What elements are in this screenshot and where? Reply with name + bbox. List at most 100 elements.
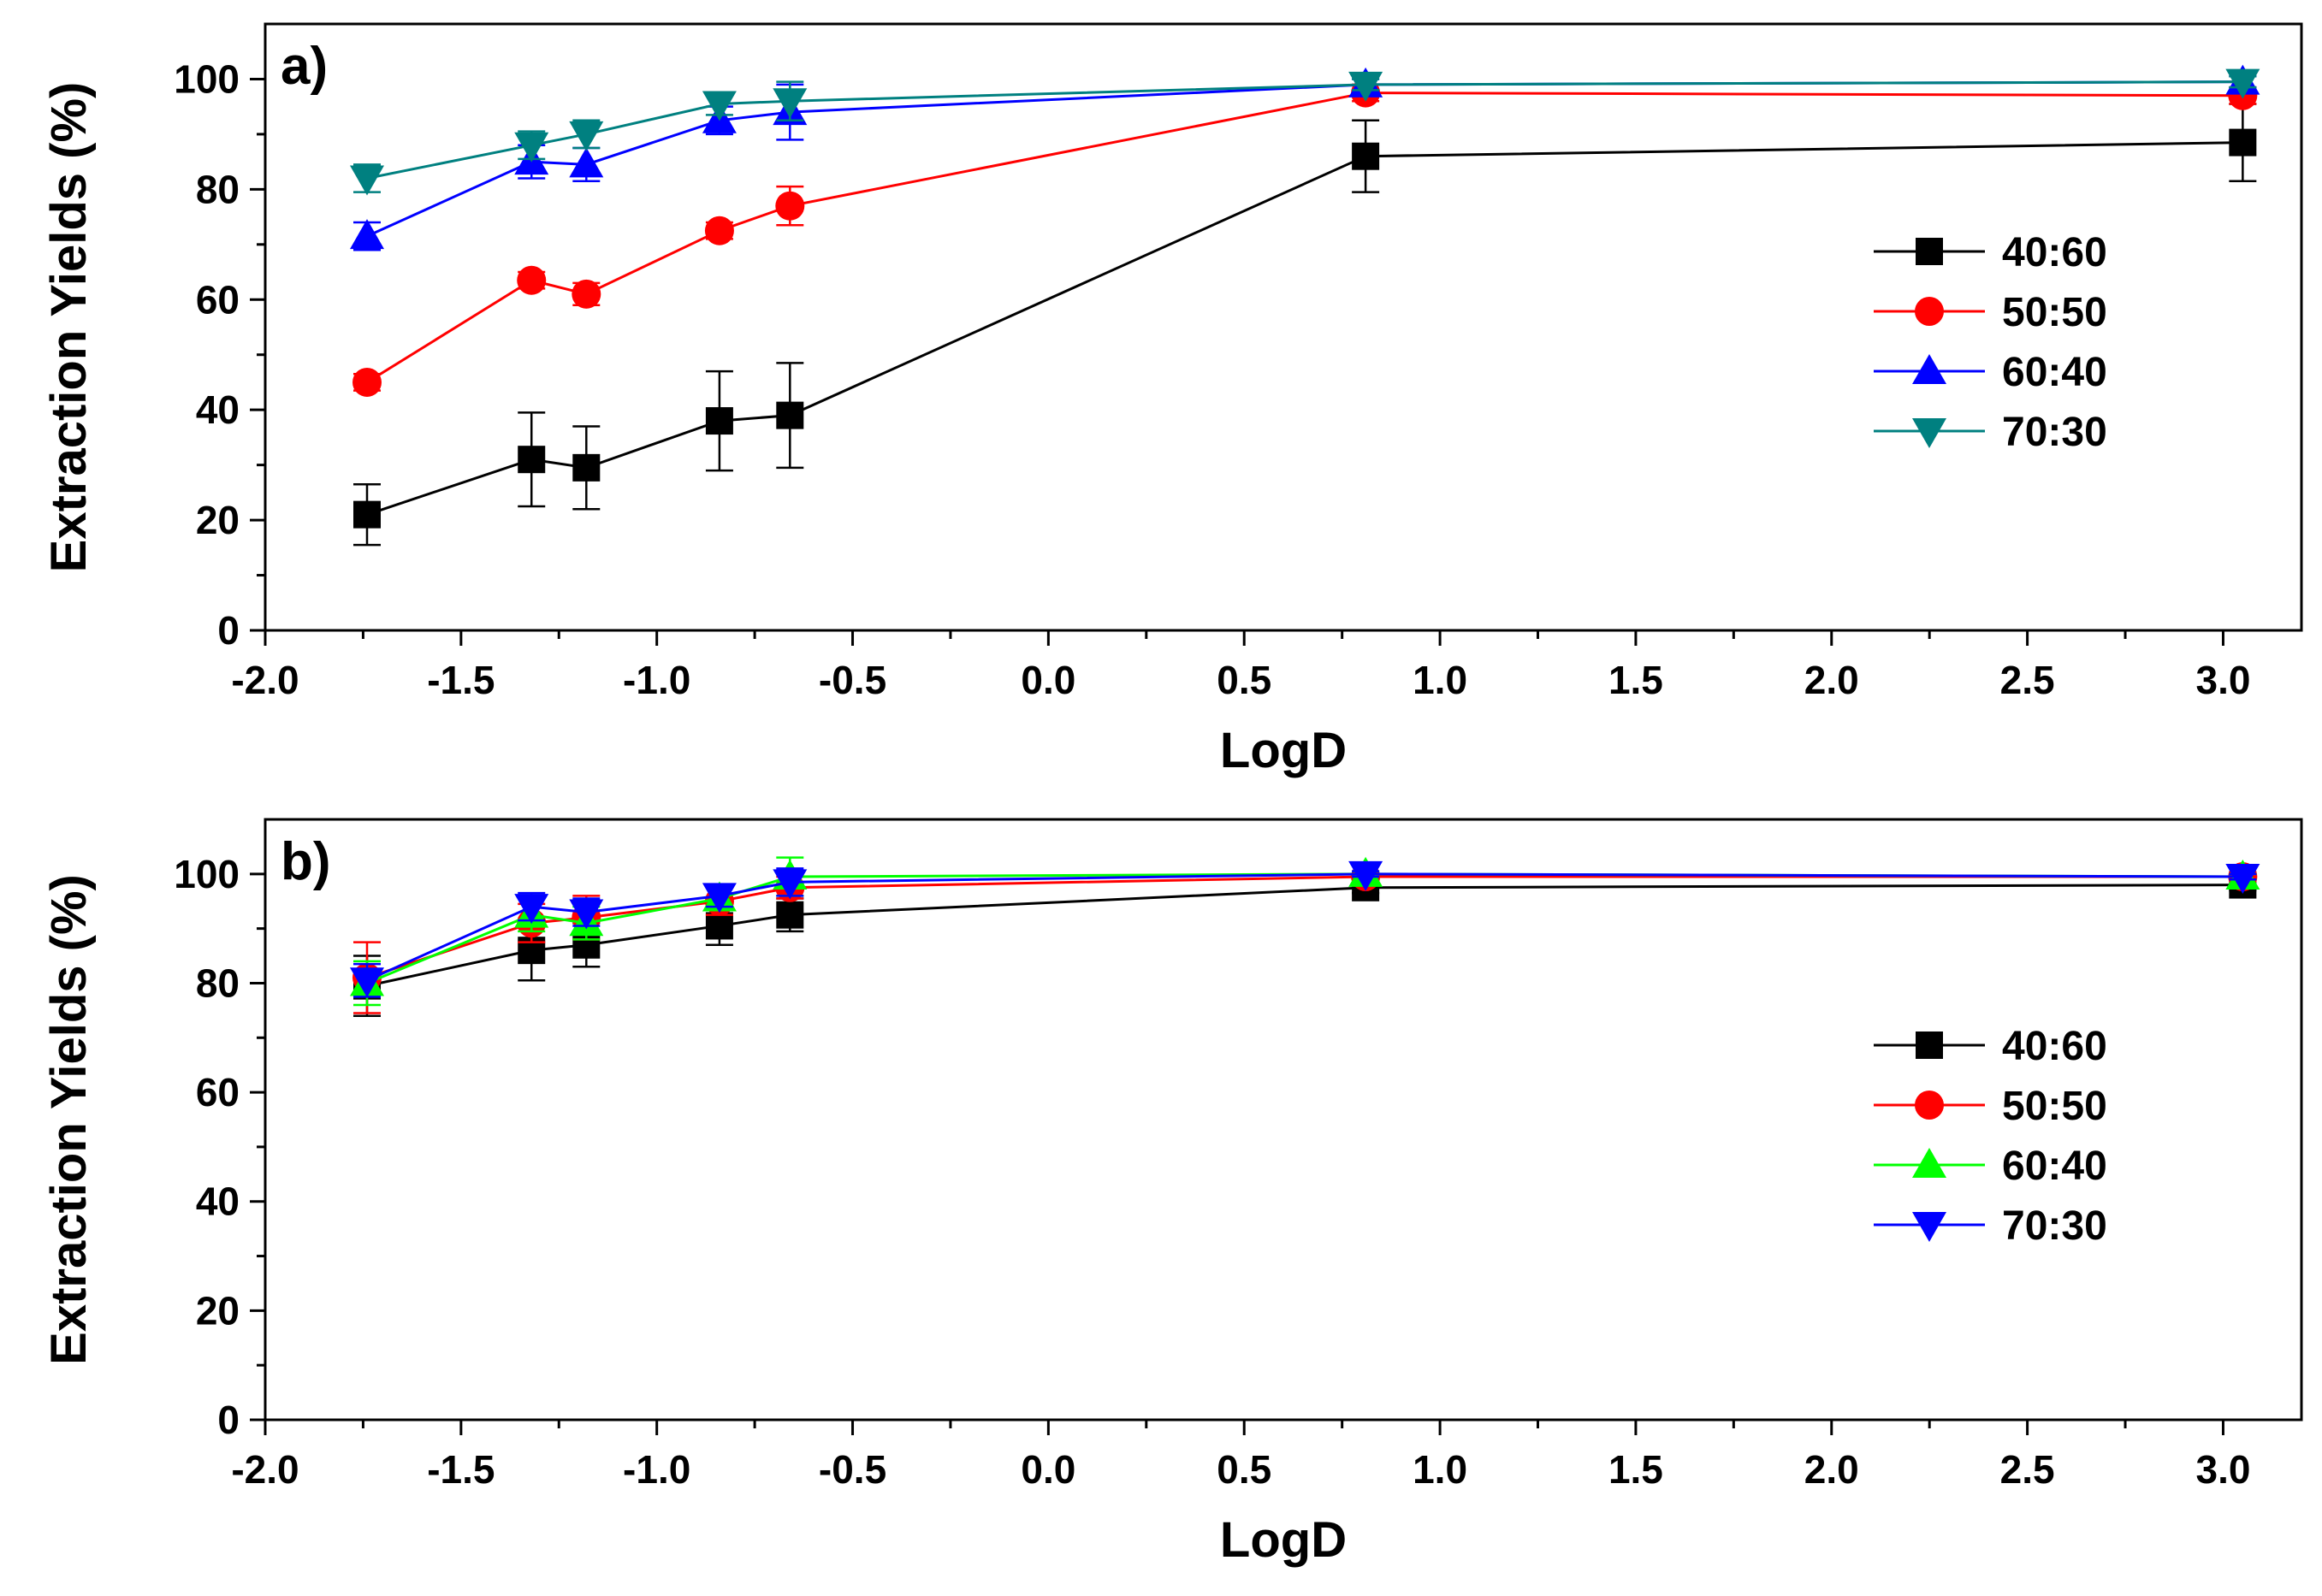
data-point xyxy=(572,279,601,309)
data-point xyxy=(514,132,549,163)
x-tick-label: -2.0 xyxy=(231,1447,299,1492)
data-point xyxy=(350,165,384,196)
series-0 xyxy=(353,103,2257,547)
x-tick-label: 0.0 xyxy=(1021,658,1075,702)
data-point xyxy=(353,500,381,529)
data-point xyxy=(514,894,549,925)
y-tick-label: 100 xyxy=(174,56,240,101)
x-axis-title: LogD xyxy=(1220,723,1347,778)
x-tick-label: 1.5 xyxy=(1608,1447,1663,1492)
x-tick-label: 1.0 xyxy=(1413,658,1467,702)
data-point xyxy=(518,446,546,474)
y-tick-label: 60 xyxy=(196,277,240,322)
series-1 xyxy=(352,78,2258,397)
legend-label: 70:30 xyxy=(2002,1203,2107,1249)
data-point xyxy=(569,899,604,930)
x-tick-label: 1.0 xyxy=(1413,1447,1467,1492)
legend-entry: 40:60 xyxy=(1874,1024,2107,1069)
x-tick-label: 0.5 xyxy=(1217,1447,1271,1492)
data-point xyxy=(1352,142,1380,170)
data-point xyxy=(350,219,384,250)
legend-label: 70:30 xyxy=(2002,410,2107,455)
y-tick-label: 40 xyxy=(196,387,240,432)
y-tick-label: 80 xyxy=(196,167,240,211)
series-2 xyxy=(350,64,2260,251)
y-tick-label: 20 xyxy=(196,498,240,542)
legend-marker xyxy=(1915,1091,1944,1120)
legend-marker xyxy=(1912,1148,1946,1178)
data-point xyxy=(569,147,604,178)
x-tick-label: 2.0 xyxy=(1804,1447,1859,1492)
data-point xyxy=(702,91,737,121)
x-tick-label: -1.5 xyxy=(427,1447,495,1492)
x-tick-label: -0.5 xyxy=(819,1447,886,1492)
series-3 xyxy=(350,860,2260,998)
legend-label: 60:40 xyxy=(2002,350,2107,395)
legend-entry: 60:40 xyxy=(1874,350,2107,395)
legend-label: 50:50 xyxy=(2002,290,2107,335)
legend-entry: 50:50 xyxy=(1874,1084,2107,1129)
data-point xyxy=(1348,860,1383,891)
y-axis-title: Extraction Yields (%) xyxy=(41,874,97,1365)
legend-entry: 40:60 xyxy=(1874,230,2107,275)
y-tick-label: 0 xyxy=(217,1398,240,1442)
series-3 xyxy=(350,68,2260,196)
x-tick-label: 3.0 xyxy=(2195,1447,2250,1492)
chart-panel-b: -2.0 -1.5 -1.0 -0.5 0.0 0.5 1.0 1.5 2.0 2.5 3.0 0 20… xyxy=(41,818,2303,1568)
data-point xyxy=(705,407,733,435)
y-axis-title: Extraction Yields (%) xyxy=(41,82,97,573)
data-point xyxy=(2225,68,2260,99)
legend-marker xyxy=(1916,1031,1943,1059)
y-tick-label: 40 xyxy=(196,1179,240,1224)
y-tick-label: 0 xyxy=(217,608,240,653)
data-point xyxy=(776,401,804,429)
x-tick-label: 2.0 xyxy=(1804,658,1859,702)
legend-entry: 70:30 xyxy=(1874,1203,2107,1249)
legend-marker xyxy=(1912,1212,1946,1242)
legend-label: 60:40 xyxy=(2002,1144,2107,1189)
data-point xyxy=(352,367,382,397)
y-tick-label: 60 xyxy=(196,1070,240,1114)
legend-entry: 70:30 xyxy=(1874,410,2107,455)
series-line xyxy=(366,92,2243,384)
data-point xyxy=(776,901,804,929)
legend-label: 50:50 xyxy=(2002,1084,2107,1129)
data-point xyxy=(702,883,737,913)
data-point xyxy=(1348,71,1383,102)
data-point xyxy=(773,88,808,119)
data-point xyxy=(350,967,384,998)
data-point xyxy=(705,912,733,940)
legend-label: 40:60 xyxy=(2002,1024,2107,1069)
series-line xyxy=(366,875,2243,979)
legend-marker xyxy=(1915,297,1944,326)
x-tick-label: 3.0 xyxy=(2195,658,2250,702)
data-point xyxy=(517,265,547,295)
legend-entry: 50:50 xyxy=(1874,290,2107,335)
series-0 xyxy=(353,871,2257,1017)
panel-label: b) xyxy=(281,832,331,891)
y-tick-label: 80 xyxy=(196,961,240,1005)
series-line xyxy=(366,80,2243,180)
data-point xyxy=(569,121,604,151)
data-point xyxy=(2229,128,2257,157)
plot-frame xyxy=(264,818,2303,1422)
legend-marker xyxy=(1912,418,1946,448)
plot-frame xyxy=(264,22,2303,632)
series-line xyxy=(366,141,2243,517)
x-tick-label: -2.0 xyxy=(231,658,299,702)
x-tick-label: 2.5 xyxy=(2000,658,2055,702)
x-tick-label: 2.5 xyxy=(2000,1447,2055,1492)
x-axis-title: LogD xyxy=(1220,1512,1347,1568)
data-point xyxy=(773,869,808,900)
x-tick-label: 1.5 xyxy=(1608,658,1663,702)
legend-label: 40:60 xyxy=(2002,230,2107,275)
series-line xyxy=(366,884,2243,988)
x-tick-label: 0.5 xyxy=(1217,658,1271,702)
legend-marker xyxy=(1916,238,1943,265)
x-tick-label: -1.0 xyxy=(623,1447,690,1492)
data-point xyxy=(704,216,734,245)
x-tick-label: -1.5 xyxy=(427,658,495,702)
data-point xyxy=(572,453,601,482)
y-tick-label: 100 xyxy=(174,852,240,896)
